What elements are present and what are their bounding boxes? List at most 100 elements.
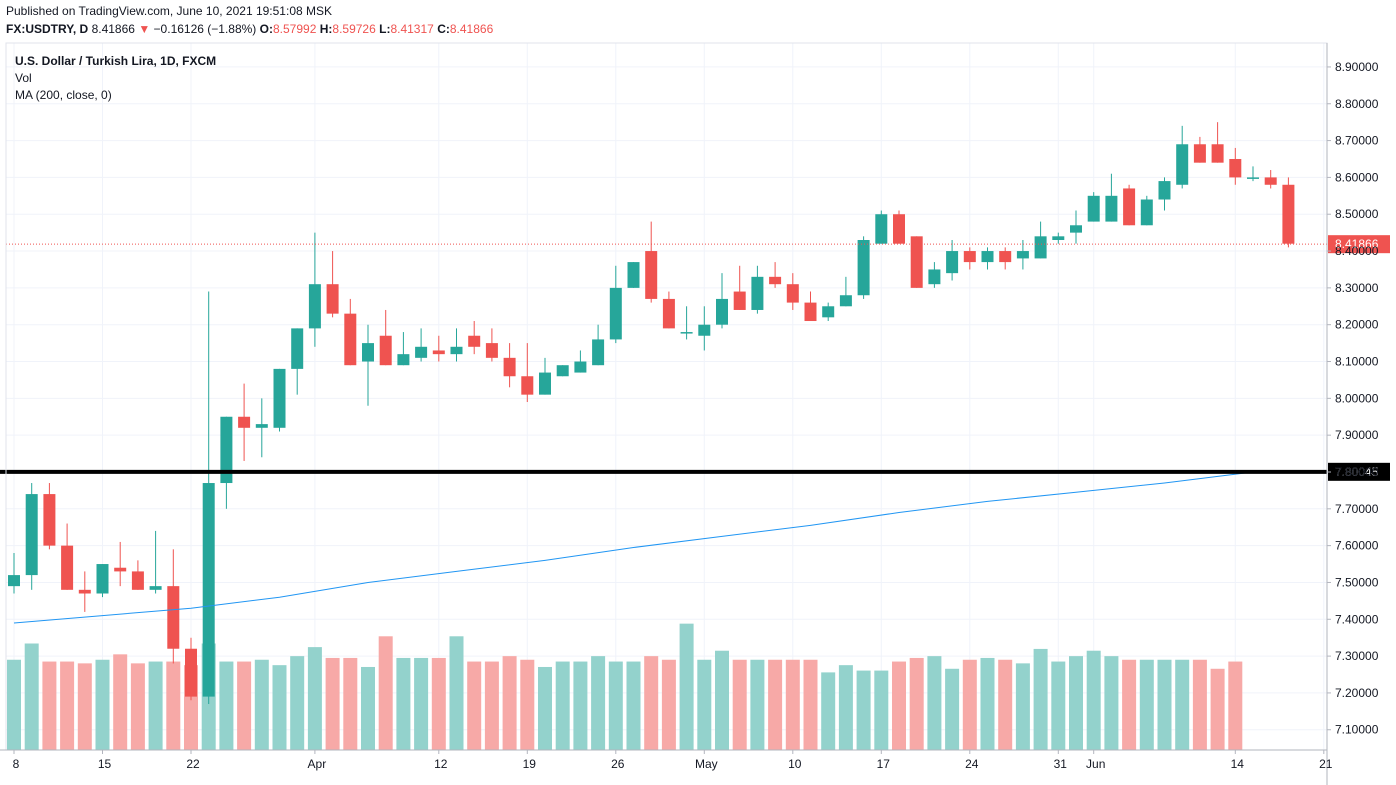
x-tick-label: 8 bbox=[13, 757, 20, 771]
y-tick-label: 7.60000 bbox=[1335, 539, 1379, 553]
high-value: 8.59726 bbox=[332, 22, 376, 36]
candle-body bbox=[539, 372, 551, 395]
volume-bar bbox=[626, 661, 641, 750]
y-tick-label: 7.50000 bbox=[1335, 575, 1379, 589]
candle bbox=[574, 350, 587, 373]
low-label: L: bbox=[379, 22, 391, 36]
candle-body bbox=[1176, 144, 1189, 185]
volume-bar bbox=[927, 656, 942, 750]
volume-bar bbox=[520, 659, 535, 750]
x-tick-label: 22 bbox=[186, 757, 200, 771]
candle bbox=[326, 251, 339, 318]
candle-body bbox=[804, 302, 817, 322]
candle-body bbox=[857, 240, 870, 296]
legend: U.S. Dollar / Turkish Lira, 1D, FXCM Vol… bbox=[15, 54, 216, 102]
candle-body bbox=[1087, 195, 1100, 222]
candle bbox=[78, 571, 91, 612]
candle-body bbox=[61, 545, 74, 590]
candle bbox=[185, 637, 197, 701]
volume-bar bbox=[361, 666, 375, 750]
candle bbox=[96, 564, 109, 598]
legend-vol: Vol bbox=[15, 71, 32, 85]
candle-body bbox=[822, 306, 835, 318]
candle-body bbox=[769, 276, 782, 285]
candle bbox=[1176, 125, 1189, 189]
candle bbox=[857, 236, 870, 299]
candle-body bbox=[344, 313, 357, 366]
candle bbox=[149, 530, 162, 594]
candle-body bbox=[485, 343, 498, 358]
candle bbox=[946, 240, 959, 281]
candle-body bbox=[1282, 184, 1295, 244]
candle-body bbox=[1229, 158, 1242, 178]
axes: 8.90000 8.80000 8.70000 8.60000 8.50000 8.400… bbox=[0, 42, 1379, 785]
volume-bar bbox=[272, 665, 287, 750]
x-tick-label: Apr bbox=[308, 757, 327, 771]
last-price-label: 8.41866 bbox=[1335, 237, 1379, 251]
y-tick-label: 8.30000 bbox=[1335, 281, 1379, 295]
candle bbox=[1247, 166, 1259, 182]
volume-bars bbox=[7, 623, 1243, 750]
candle bbox=[521, 343, 534, 403]
volume-bar bbox=[980, 657, 995, 750]
y-tick-label: 7.70000 bbox=[1335, 502, 1379, 516]
candle-body bbox=[1140, 199, 1153, 226]
open-label: O: bbox=[259, 22, 273, 36]
volume-bar bbox=[60, 661, 75, 750]
volume-bar bbox=[24, 643, 39, 750]
volume-bar bbox=[254, 659, 269, 750]
candle bbox=[1264, 170, 1277, 189]
candle bbox=[8, 552, 20, 594]
volume-bar bbox=[591, 656, 606, 750]
symbol-label: FX:USDTRY, D bbox=[6, 22, 89, 36]
volume-bar bbox=[1192, 659, 1207, 750]
candle-body bbox=[326, 284, 339, 314]
candle bbox=[769, 262, 782, 288]
volume-bar bbox=[1015, 663, 1030, 750]
volume-bar bbox=[697, 659, 712, 750]
candle bbox=[751, 265, 764, 314]
x-tick-label: 31 bbox=[1054, 757, 1068, 771]
candle bbox=[1105, 173, 1118, 222]
candle-body bbox=[733, 291, 746, 310]
volume-bar bbox=[237, 661, 252, 750]
volume-bar bbox=[378, 636, 393, 750]
candle-body bbox=[751, 276, 764, 310]
candle-body bbox=[238, 416, 251, 428]
candle bbox=[645, 221, 658, 303]
candle-body bbox=[1105, 195, 1118, 222]
candles bbox=[8, 122, 1295, 704]
legend-ma: MA (200, close, 0) bbox=[15, 88, 112, 102]
volume-bar bbox=[644, 656, 659, 750]
last-price-tag bbox=[1328, 235, 1390, 254]
volume-bar bbox=[874, 670, 889, 750]
volume-bar bbox=[1228, 661, 1243, 750]
x-tick-label: 15 bbox=[98, 757, 112, 771]
volume-bar bbox=[573, 661, 588, 750]
candle bbox=[468, 321, 481, 355]
y-tick-label: 8.90000 bbox=[1335, 60, 1379, 74]
candle bbox=[344, 298, 357, 366]
candle-body bbox=[8, 575, 20, 587]
volume-bar bbox=[1086, 650, 1101, 750]
open-value: 8.57992 bbox=[272, 22, 317, 36]
volume-bar bbox=[661, 659, 676, 750]
published-line: Published on TradingView.com, June 10, 2… bbox=[6, 4, 332, 18]
y-tick-label: 8.40000 bbox=[1335, 244, 1379, 258]
volume-bar bbox=[945, 668, 960, 750]
candle bbox=[910, 236, 923, 288]
volume-bar bbox=[962, 659, 977, 750]
candle-body bbox=[273, 368, 286, 428]
candle bbox=[1282, 177, 1295, 248]
candle bbox=[255, 398, 268, 458]
candle-body bbox=[379, 335, 392, 366]
candle bbox=[804, 291, 817, 322]
candle-body bbox=[1158, 181, 1171, 200]
candle bbox=[1070, 210, 1082, 244]
x-tick-label: 19 bbox=[523, 757, 537, 771]
candle bbox=[25, 483, 38, 590]
candle-body bbox=[556, 365, 569, 377]
candle bbox=[839, 276, 852, 307]
change-arrow: ▼ bbox=[138, 22, 151, 36]
